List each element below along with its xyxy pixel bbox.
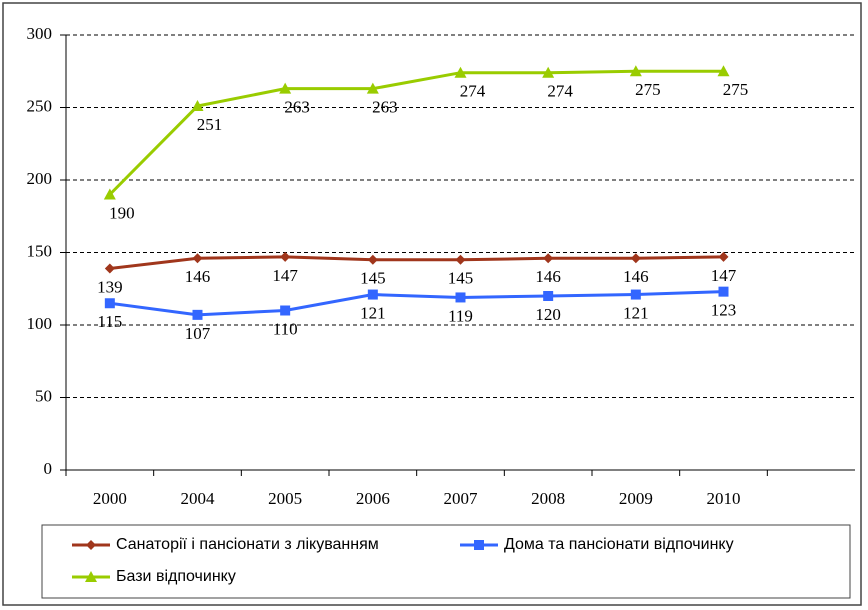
x-tick-label: 2000 xyxy=(93,489,127,508)
y-tick-label: 50 xyxy=(35,386,52,405)
data-label: 275 xyxy=(635,80,661,99)
marker xyxy=(630,253,641,264)
marker xyxy=(367,289,378,300)
marker xyxy=(455,254,466,265)
y-tick-label: 0 xyxy=(44,459,53,478)
data-label: 107 xyxy=(185,324,211,343)
y-tick-label: 200 xyxy=(27,169,53,188)
data-label: 251 xyxy=(197,115,223,134)
y-tick-label: 250 xyxy=(27,96,53,115)
marker xyxy=(192,309,203,320)
data-label: 275 xyxy=(723,80,749,99)
marker xyxy=(191,100,204,112)
marker xyxy=(543,291,554,301)
marker xyxy=(543,253,554,264)
marker xyxy=(103,188,116,200)
data-label: 190 xyxy=(109,203,135,222)
marker xyxy=(455,292,466,303)
marker xyxy=(717,65,730,77)
x-tick-label: 2007 xyxy=(444,489,479,508)
marker xyxy=(366,82,379,94)
legend-label: Бази відпочинку xyxy=(116,568,236,585)
marker xyxy=(718,286,729,297)
data-label: 139 xyxy=(97,277,123,296)
marker xyxy=(454,66,467,78)
data-label: 145 xyxy=(448,269,474,288)
marker xyxy=(192,253,203,264)
legend-label: Санаторії і пансіонати з лікуванням xyxy=(116,536,379,553)
marker xyxy=(86,540,96,550)
data-label: 121 xyxy=(623,303,649,322)
data-label: 119 xyxy=(448,306,473,325)
data-label: 147 xyxy=(272,266,298,285)
data-label: 115 xyxy=(97,312,122,331)
data-label: 110 xyxy=(273,319,298,338)
marker xyxy=(104,263,115,274)
data-label: 145 xyxy=(360,269,386,288)
x-tick-label: 2009 xyxy=(619,489,653,508)
x-tick-label: 2010 xyxy=(707,489,741,508)
series-line xyxy=(109,290,724,317)
data-label: 121 xyxy=(360,303,386,322)
legend-label: Дома та пансіонати відпочинку xyxy=(504,536,734,553)
data-label: 146 xyxy=(623,267,649,286)
series-line xyxy=(108,69,724,196)
x-tick-label: 2004 xyxy=(181,489,216,508)
series-line xyxy=(109,255,724,270)
x-tick-label: 2008 xyxy=(531,489,565,508)
x-tick-label: 2006 xyxy=(356,489,390,508)
legend-box xyxy=(41,524,851,599)
data-label: 120 xyxy=(535,305,561,324)
marker xyxy=(474,540,484,550)
data-label: 123 xyxy=(711,301,737,320)
marker xyxy=(630,289,641,300)
marker xyxy=(85,571,97,582)
x-tick-label: 2005 xyxy=(268,489,302,508)
data-label: 263 xyxy=(372,98,398,117)
marker xyxy=(104,298,115,309)
marker xyxy=(280,305,291,316)
marker xyxy=(280,251,291,262)
y-tick-label: 150 xyxy=(27,241,53,260)
marker xyxy=(542,66,555,78)
data-label: 147 xyxy=(711,266,737,285)
y-tick-label: 100 xyxy=(27,314,53,333)
marker xyxy=(629,65,642,77)
y-tick-label: 300 xyxy=(27,24,53,43)
data-label: 274 xyxy=(547,82,573,101)
marker xyxy=(279,82,292,94)
data-label: 146 xyxy=(185,267,211,286)
marker xyxy=(718,251,729,262)
data-label: 146 xyxy=(535,267,561,286)
data-label: 274 xyxy=(460,82,486,101)
data-label: 263 xyxy=(284,98,310,117)
marker xyxy=(367,254,378,265)
